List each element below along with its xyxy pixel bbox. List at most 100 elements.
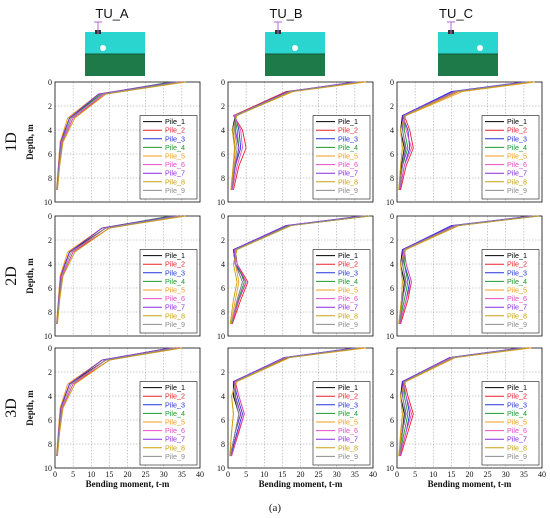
y-tick-label: 8 — [221, 440, 225, 449]
legend-label: Pile_2 — [507, 260, 527, 269]
legend-label: Pile_5 — [507, 152, 527, 161]
y-tick-label: 4 — [221, 260, 225, 269]
y-tick-label: 8 — [48, 174, 52, 183]
legend-label: Pile_2 — [165, 126, 185, 135]
legend-label: Pile_8 — [507, 311, 527, 320]
y-tick-label: 8 — [390, 308, 394, 317]
legend-box — [312, 115, 371, 200]
legend-label: Pile_1 — [165, 383, 185, 392]
legend-label: Pile_4 — [165, 143, 185, 152]
legend-label: Pile_5 — [338, 152, 358, 161]
legend-label: Pile_6 — [338, 294, 358, 303]
legend-label: Pile_7 — [507, 435, 527, 444]
legend-label: Pile_7 — [165, 435, 185, 444]
soil-model-thumbnail — [85, 21, 145, 76]
x-tick-label: 25 — [315, 470, 323, 479]
legend-label: Pile_2 — [338, 126, 358, 135]
y-tick-label: 0 — [390, 78, 394, 87]
x-tick-label: 40 — [369, 470, 377, 479]
legend-label: Pile_5 — [165, 152, 185, 161]
y-tick-label: 2 — [48, 102, 52, 111]
legend-label: Pile_1 — [165, 251, 185, 260]
series-line — [56, 347, 175, 457]
legend-label: Pile_6 — [338, 426, 358, 435]
series-line — [398, 347, 524, 457]
figure-caption: (a) — [269, 502, 282, 514]
plot-frame — [396, 81, 543, 203]
row-title: 2D — [3, 266, 20, 286]
legend: Pile_1Pile_2Pile_3Pile_4Pile_5Pile_6Pile… — [312, 249, 371, 334]
y-tick-label: 4 — [390, 260, 394, 269]
x-tick-label: 0 — [226, 470, 230, 479]
legend-label: Pile_6 — [338, 160, 358, 169]
legend-label: Pile_7 — [507, 303, 527, 312]
chart-panel: 0246810Pile_1Pile_2Pile_3Pile_4Pile_5Pil… — [217, 78, 374, 207]
y-tick-label: 8 — [390, 174, 394, 183]
legend-label: Pile_4 — [165, 277, 185, 286]
plot-frame — [227, 215, 374, 337]
y-tick-label: 2 — [48, 236, 52, 245]
legend-label: Pile_8 — [507, 177, 527, 186]
plot-frame — [54, 215, 201, 337]
y-tick-label: 4 — [390, 126, 394, 135]
legend-label: Pile_4 — [338, 409, 358, 418]
legend-label: Pile_6 — [165, 160, 185, 169]
plot-frame — [396, 347, 543, 469]
legend-label: Pile_6 — [507, 294, 527, 303]
column-title: TU_C — [439, 6, 473, 21]
legend-label: Pile_4 — [507, 143, 527, 152]
x-tick-label: 35 — [178, 470, 186, 479]
legend-label: Pile_9 — [165, 186, 185, 195]
legend-label: Pile_7 — [165, 169, 185, 178]
legend-label: Pile_9 — [165, 452, 185, 461]
x-tick-label: 35 — [520, 470, 528, 479]
y-tick-label: 4 — [221, 126, 225, 135]
y-tick-label: 0 — [48, 212, 52, 221]
y-tick-label: 6 — [48, 284, 52, 293]
x-tick-label: 40 — [196, 470, 204, 479]
x-tick-label: 5 — [413, 470, 417, 479]
y-tick-label: 2 — [221, 236, 225, 245]
legend-label: Pile_2 — [165, 392, 185, 401]
legend-label: Pile_5 — [338, 418, 358, 427]
series-line — [398, 347, 528, 457]
y-tick-label: 6 — [221, 150, 225, 159]
y-tick-label: 8 — [221, 174, 225, 183]
plot-frame — [396, 215, 543, 337]
y-tick-label: 8 — [390, 440, 394, 449]
y-tick-label: 2 — [221, 368, 225, 377]
y-tick-label: 4 — [390, 392, 394, 401]
x-tick-label: 40 — [538, 470, 546, 479]
y-axis-label: Depth, m — [25, 390, 35, 426]
y-tick-label: 6 — [390, 150, 394, 159]
plot-frame — [227, 81, 374, 203]
legend-label: Pile_8 — [165, 311, 185, 320]
legend: Pile_1Pile_2Pile_3Pile_4Pile_5Pile_6Pile… — [312, 115, 371, 200]
x-tick-label: 15 — [105, 470, 113, 479]
legend-label: Pile_5 — [165, 286, 185, 295]
legend-label: Pile_9 — [507, 186, 527, 195]
x-tick-label: 5 — [71, 470, 75, 479]
legend-label: Pile_2 — [338, 260, 358, 269]
legend-label: Pile_8 — [507, 443, 527, 452]
y-axis-label: Depth, m — [25, 258, 35, 294]
y-tick-label: 10 — [44, 198, 52, 207]
legend-label: Pile_5 — [507, 418, 527, 427]
legend-label: Pile_7 — [507, 169, 527, 178]
row-title: 1D — [3, 132, 20, 152]
soil-layer-bottom — [85, 54, 145, 76]
series-line — [232, 81, 363, 191]
legend: Pile_1Pile_2Pile_3Pile_4Pile_5Pile_6Pile… — [481, 381, 540, 466]
series-line — [229, 347, 363, 457]
soil-layer-top — [438, 32, 498, 54]
y-tick-label: 4 — [48, 260, 52, 269]
legend-label: Pile_8 — [338, 311, 358, 320]
y-tick-label: 2 — [221, 102, 225, 111]
x-axis-label: Bending moment, t-m — [259, 479, 343, 489]
y-tick-label: 0 — [48, 78, 52, 87]
legend-label: Pile_8 — [165, 177, 185, 186]
x-tick-label: 5 — [244, 470, 248, 479]
